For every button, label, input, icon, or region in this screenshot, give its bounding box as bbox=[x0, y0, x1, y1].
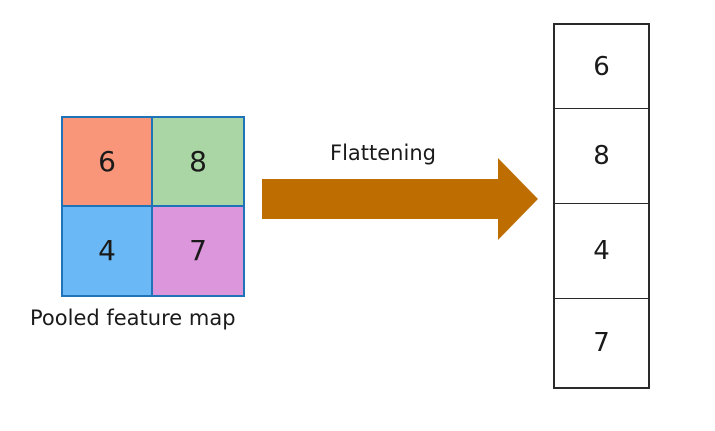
flattened-cell-0: 6 bbox=[555, 25, 648, 109]
pooled-cell-2: 4 bbox=[63, 206, 153, 295]
arrow-shape bbox=[262, 158, 538, 240]
flattened-vector: 6 8 4 7 bbox=[553, 23, 650, 389]
pooled-cell-1: 8 bbox=[153, 118, 243, 207]
pooled-feature-map: 6 8 4 7 bbox=[61, 116, 245, 297]
flattened-cell-3: 7 bbox=[593, 328, 610, 358]
flattened-cell-1: 8 bbox=[555, 109, 648, 204]
flattening-arrow-icon bbox=[262, 158, 538, 240]
pooled-cell-0: 6 bbox=[63, 118, 153, 207]
pooled-cell-3: 7 bbox=[153, 206, 243, 295]
flattened-cell-2: 4 bbox=[555, 204, 648, 299]
arrow-label: Flattening bbox=[330, 141, 436, 165]
pooled-map-caption: Pooled feature map bbox=[30, 306, 236, 330]
